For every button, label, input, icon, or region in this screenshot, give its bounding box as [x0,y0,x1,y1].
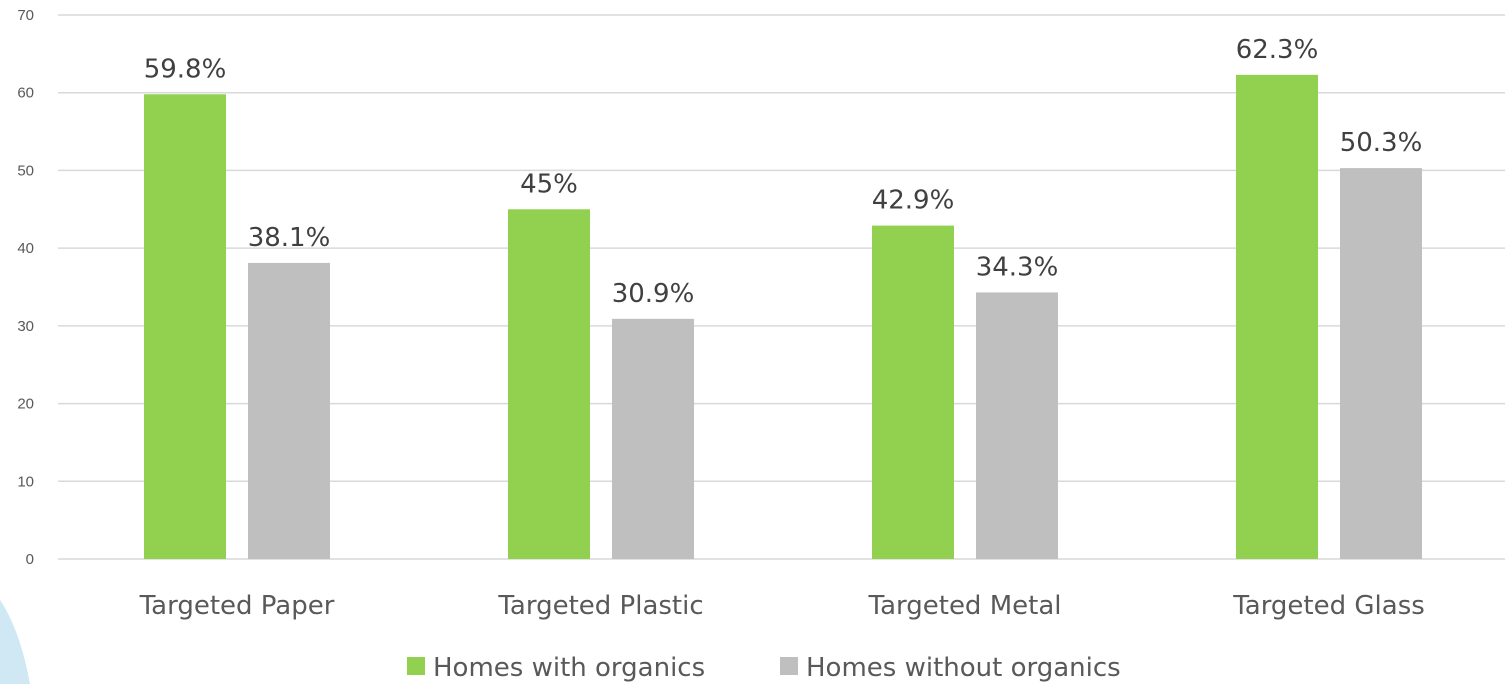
data-labels: 59.8% 45% 42.9% 62.3% 38.1% 30.9% 34.3% 50.3% [144,35,1423,309]
x-axis-labels: Targeted Paper Targeted Plastic Targeted M… [139,591,1425,621]
category-label: Targeted Paper [139,591,335,621]
data-label: 34.3% [976,252,1059,282]
y-tick-label: 50 [17,162,34,179]
bars [144,74,1422,560]
y-tick-label: 70 [17,7,34,24]
legend-swatch [780,657,798,675]
bar-without-organics [248,262,330,559]
data-label: 62.3% [1236,35,1319,65]
y-tick-label: 10 [17,473,34,490]
bar-with-organics [508,209,590,560]
data-label: 38.1% [248,223,331,253]
data-label: 42.9% [872,186,955,216]
legend-swatch [407,657,425,675]
category-label: Targeted Plastic [497,591,703,621]
category-label: Targeted Glass [1232,591,1425,621]
y-tick-label: 60 [17,85,34,102]
legend-item-with-organics: Homes with organics [407,653,705,683]
y-axis-ticks: 0 10 20 30 40 50 60 70 [17,7,34,568]
y-tick-label: 20 [17,396,34,413]
data-label: 45% [520,169,578,199]
data-label: 50.3% [1340,128,1423,158]
y-tick-label: 30 [17,318,34,335]
y-tick-label: 40 [17,240,34,257]
category-label: Targeted Metal [868,591,1062,621]
decorative-corner-shape [0,600,30,684]
bar-with-organics [144,94,226,560]
bar-with-organics [872,225,954,559]
y-tick-label: 0 [26,551,34,568]
bar-without-organics [612,318,694,559]
legend-item-without-organics: Homes without organics [780,653,1121,683]
data-label: 59.8% [144,54,227,84]
bar-without-organics [1340,168,1422,559]
data-label: 30.9% [612,279,695,309]
legend: Homes with organics Homes without organic… [407,653,1121,683]
bar-with-organics [1236,74,1318,559]
legend-label: Homes without organics [806,653,1121,683]
bar-without-organics [976,292,1058,559]
legend-label: Homes with organics [433,653,705,683]
